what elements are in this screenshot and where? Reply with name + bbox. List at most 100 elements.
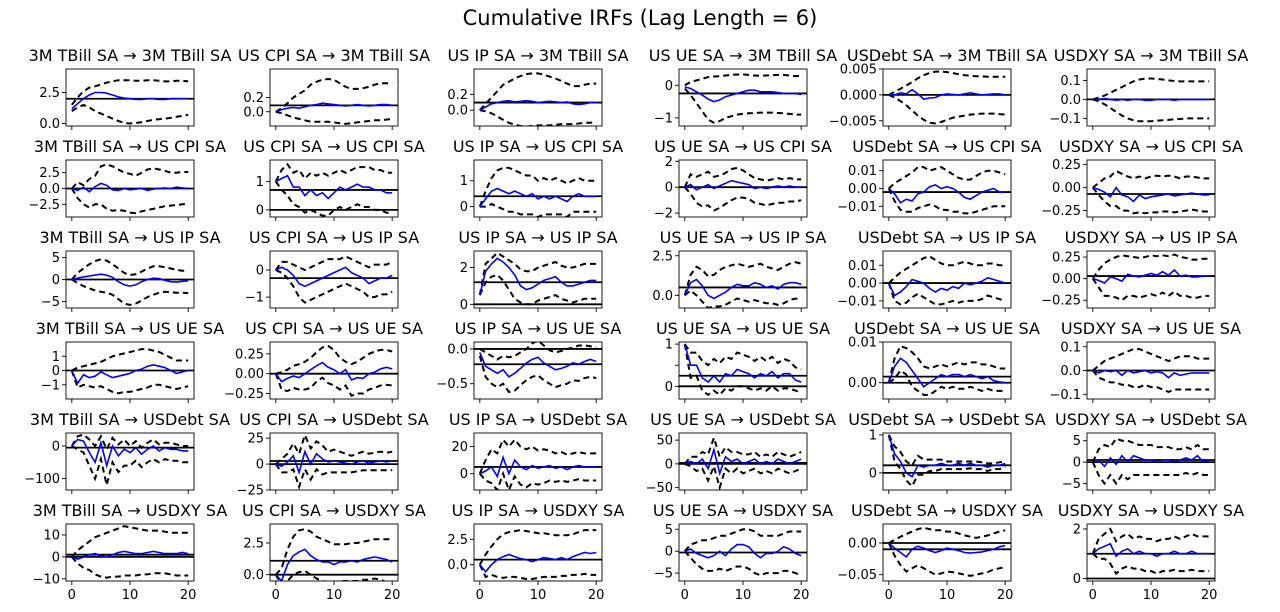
y-tick-label: 0 [52, 273, 60, 288]
irf-panel: US CPI SA → USDXY SA 0.0 2.5 0 10 20 [242, 501, 426, 603]
lower-band-line [887, 188, 1006, 215]
y-tick-label: 0.0 [39, 182, 60, 197]
irf-panel: US IP SA → USDXY SA 0.0 2.5 0 10 20 [447, 501, 624, 603]
axes-frame [269, 523, 399, 582]
panel-title: USDXY SA → 3M TBill SA [1054, 46, 1249, 65]
y-tick-label: 1 [869, 428, 877, 443]
y-tick-label: −0.1 [1049, 112, 1081, 127]
y-tick-label: 0.01 [848, 164, 877, 179]
upper-band-line [71, 258, 189, 281]
y-tick-label: 2 [460, 261, 468, 276]
y-tick-label: −5 [654, 567, 673, 582]
x-tick-label: 0 [681, 588, 689, 603]
panel-title: US UE SA → USDXY SA [653, 501, 833, 520]
panel-title: 3M TBill SA → USDebt SA [30, 410, 230, 429]
irf-line [71, 363, 189, 385]
irf-panel: US UE SA → USDebt SA −50 0 50 [646, 410, 836, 496]
lower-band-line [275, 269, 393, 304]
panel-title: USDebt SA → 3M TBill SA [847, 46, 1047, 65]
x-tick-label: 0 [476, 588, 484, 603]
axes-frame [269, 68, 399, 127]
upper-band-line [887, 434, 1006, 467]
y-tick-label: 0.00 [848, 537, 877, 552]
lower-band-line [1092, 552, 1210, 576]
x-tick-label: 0 [885, 588, 893, 603]
y-tick-label: −25 [237, 484, 264, 499]
y-tick-label: 5 [1073, 434, 1081, 449]
irf-line [888, 276, 1006, 297]
y-tick-label: 0.25 [1052, 251, 1081, 266]
panel-title: US IP SA → USDXY SA [452, 501, 625, 520]
panel-title: US CPI SA → USDebt SA [239, 410, 429, 429]
panel-title: US IP SA → 3M TBill SA [447, 46, 628, 65]
irf-panel: US IP SA → US IP SA 0 2 [458, 228, 617, 313]
y-tick-label: 0.000 [840, 88, 877, 103]
irf-panel: USDXY SA → US CPI SA −0.25 0.00 0.25 [1041, 137, 1243, 221]
y-tick-label: 0.0 [1060, 93, 1081, 108]
y-tick-label: 0.1 [1060, 340, 1081, 355]
y-tick-label: −2.5 [28, 198, 60, 213]
panel-title: US IP SA → US IP SA [458, 228, 617, 247]
lower-band-line [71, 445, 189, 486]
irf-panel: USDebt SA → USDXY SA −0.05 0.00 0 10 20 [837, 501, 1043, 603]
lower-band-line [71, 278, 189, 306]
irf-line [684, 446, 802, 477]
upper-band-line [70, 433, 189, 452]
panel-title: US UE SA → 3M TBill SA [649, 46, 838, 65]
y-tick-label: 1 [460, 174, 468, 189]
axes-frame [678, 68, 808, 127]
x-tick-label: 0 [272, 588, 280, 603]
irf-panel: US CPI SA → US IP SA −1 0 [245, 228, 419, 312]
upper-band-line [1092, 169, 1210, 189]
irf-line [888, 434, 1006, 478]
panel-title: US CPI SA → US CPI SA [243, 137, 425, 156]
y-tick-label: 0.25 [1052, 158, 1081, 173]
irf-line [684, 278, 802, 300]
upper-band-line [71, 348, 189, 372]
y-tick-label: 0 [52, 364, 60, 379]
panel-title: USDXY SA → US CPI SA [1059, 137, 1243, 156]
upper-band-line [478, 251, 597, 296]
upper-band-line [478, 437, 597, 475]
y-tick-label: 2 [1073, 522, 1081, 537]
lower-band-line [684, 462, 802, 490]
lower-band-line [274, 373, 393, 398]
irf-panel: 3M TBill SA → US CPI SA −2.50.02.5 [28, 137, 226, 221]
irf-panel: US CPI SA → US UE SA −0.25 0.00 0.25 [224, 319, 423, 403]
lower-band-line [479, 470, 597, 490]
irf-line [275, 174, 393, 200]
x-tick-label: 20 [1201, 588, 1218, 603]
panel-title: US UE SA → USDebt SA [650, 410, 836, 429]
y-tick-label: 0 [460, 467, 468, 482]
upper-band-line [1092, 348, 1210, 372]
y-tick-label: −0.25 [1041, 294, 1081, 309]
y-tick-label: 0.00 [848, 182, 877, 197]
y-tick-label: 2.5 [243, 537, 264, 552]
upper-band-line [888, 70, 1006, 96]
y-tick-label: 0 [665, 457, 673, 472]
lower-band-line [275, 110, 393, 125]
x-tick-label: 0 [68, 588, 76, 603]
upper-band-line [684, 434, 802, 465]
y-tick-label: 0.00 [848, 376, 877, 391]
irf-panel: 3M TBill SA → USDebt SA −100 0 [24, 410, 230, 494]
irf-line [684, 543, 802, 559]
irf-line [479, 551, 597, 574]
panel-title: USDXY SA → US UE SA [1061, 319, 1241, 338]
lower-band-line [683, 343, 802, 397]
upper-band-line [683, 343, 802, 371]
panel-title: US UE SA → US UE SA [656, 319, 830, 338]
y-tick-label: 0.00 [848, 277, 877, 292]
irf-line [1092, 186, 1210, 203]
upper-band-line [275, 77, 393, 113]
irf-panel: USDebt SA → US CPI SA −0.01 0.00 0.01 [837, 137, 1042, 221]
upper-band-line [478, 166, 597, 207]
lower-band-line [684, 289, 802, 308]
y-tick-label: 0 [460, 298, 468, 313]
irf-line [684, 86, 802, 103]
panel-title: 3M TBill SA → US UE SA [36, 319, 225, 338]
x-tick-label: 0 [1089, 588, 1097, 603]
panel-title: US CPI SA → US UE SA [245, 319, 423, 338]
